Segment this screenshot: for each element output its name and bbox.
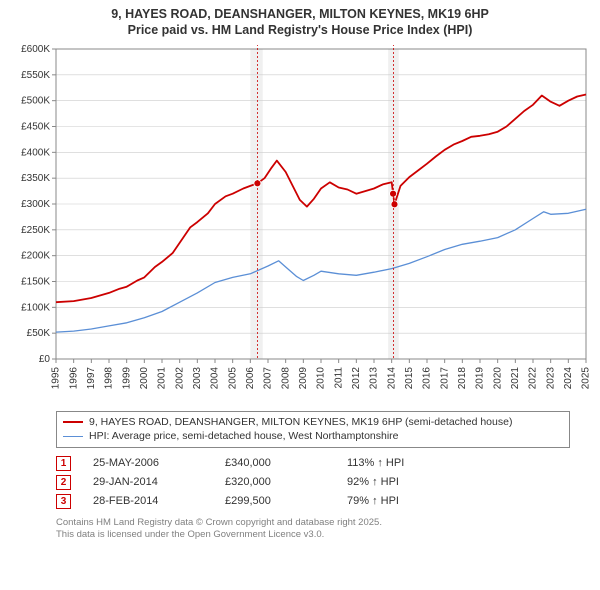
svg-text:£50K: £50K — [27, 328, 51, 339]
svg-text:£0: £0 — [39, 354, 51, 365]
svg-text:2018: 2018 — [457, 366, 468, 389]
svg-text:1999: 1999 — [121, 366, 132, 389]
chart-title: 9, HAYES ROAD, DEANSHANGER, MILTON KEYNE… — [8, 6, 592, 39]
svg-text:2004: 2004 — [210, 366, 221, 389]
svg-text:2014: 2014 — [386, 366, 397, 389]
svg-text:2007: 2007 — [263, 366, 274, 389]
footer-line-2: This data is licensed under the Open Gov… — [56, 529, 592, 541]
sale-point-row: 2 29-JAN-2014 £320,000 92% ↑ HPI — [56, 473, 556, 492]
legend-item: HPI: Average price, semi-detached house,… — [63, 429, 563, 444]
title-line-2: Price paid vs. HM Land Registry's House … — [8, 22, 592, 38]
svg-text:2008: 2008 — [280, 366, 291, 389]
svg-text:2009: 2009 — [298, 366, 309, 389]
legend-swatch — [63, 436, 83, 437]
svg-text:2019: 2019 — [475, 366, 486, 389]
chart-legend: 9, HAYES ROAD, DEANSHANGER, MILTON KEYNE… — [56, 411, 570, 448]
svg-text:2016: 2016 — [422, 366, 433, 389]
svg-text:2002: 2002 — [174, 366, 185, 389]
sale-point-marker: 3 — [56, 494, 71, 509]
sale-point-price: £320,000 — [225, 476, 325, 488]
svg-text:2001: 2001 — [157, 366, 168, 389]
sale-point-date: 25-MAY-2006 — [93, 457, 203, 469]
svg-text:2012: 2012 — [351, 366, 362, 389]
sale-point-row: 3 28-FEB-2014 £299,500 79% ↑ HPI — [56, 492, 556, 511]
svg-text:2013: 2013 — [369, 366, 380, 389]
svg-text:1998: 1998 — [104, 366, 115, 389]
svg-text:£400K: £400K — [21, 147, 50, 158]
legend-label: 9, HAYES ROAD, DEANSHANGER, MILTON KEYNE… — [89, 415, 512, 430]
svg-text:£100K: £100K — [21, 302, 50, 313]
sale-point-price: £340,000 — [225, 457, 325, 469]
sale-point-date: 28-FEB-2014 — [93, 495, 203, 507]
sale-point-hpi: 92% ↑ HPI — [347, 476, 556, 488]
footer-line-1: Contains HM Land Registry data © Crown c… — [56, 517, 592, 529]
svg-text:£350K: £350K — [21, 173, 50, 184]
sale-point-row: 1 25-MAY-2006 £340,000 113% ↑ HPI — [56, 454, 556, 473]
svg-text:2020: 2020 — [492, 366, 503, 389]
svg-text:£300K: £300K — [21, 199, 50, 210]
svg-text:2003: 2003 — [192, 366, 203, 389]
sale-points-table: 1 25-MAY-2006 £340,000 113% ↑ HPI 2 29-JAN-20… — [56, 454, 556, 511]
sale-point-marker: 2 — [56, 475, 71, 490]
svg-text:2017: 2017 — [439, 366, 450, 389]
svg-text:£600K: £600K — [21, 45, 50, 55]
sale-point-marker: 1 — [56, 456, 71, 471]
svg-text:£150K: £150K — [21, 276, 50, 287]
chart-svg: £0 £50K £100K £150K £200K £250K £300K £350K £400… — [8, 45, 592, 405]
legend-item: 9, HAYES ROAD, DEANSHANGER, MILTON KEYNE… — [63, 415, 563, 430]
sale-point-date: 29-JAN-2014 — [93, 476, 203, 488]
title-line-1: 9, HAYES ROAD, DEANSHANGER, MILTON KEYNE… — [8, 6, 592, 22]
sale-point-hpi: 79% ↑ HPI — [347, 495, 556, 507]
svg-text:2010: 2010 — [316, 366, 327, 389]
svg-text:£550K: £550K — [21, 69, 50, 80]
svg-text:£200K: £200K — [21, 250, 50, 261]
svg-text:2006: 2006 — [245, 366, 256, 389]
svg-text:2022: 2022 — [528, 366, 539, 389]
legend-label: HPI: Average price, semi-detached house,… — [89, 429, 399, 444]
svg-text:2021: 2021 — [510, 366, 521, 389]
svg-text:2024: 2024 — [563, 366, 574, 389]
svg-text:2023: 2023 — [545, 366, 556, 389]
svg-text:£500K: £500K — [21, 95, 50, 106]
footer-attribution: Contains HM Land Registry data © Crown c… — [56, 517, 592, 542]
svg-text:2015: 2015 — [404, 366, 415, 389]
legend-swatch — [63, 421, 83, 423]
svg-text:2005: 2005 — [227, 366, 238, 389]
svg-text:2000: 2000 — [139, 366, 150, 389]
svg-text:2011: 2011 — [333, 366, 344, 388]
svg-text:£450K: £450K — [21, 121, 50, 132]
price-chart: £0 £50K £100K £150K £200K £250K £300K £350K £400… — [8, 45, 592, 405]
svg-text:1995: 1995 — [51, 366, 62, 389]
sale-point-price: £299,500 — [225, 495, 325, 507]
sale-point-hpi: 113% ↑ HPI — [347, 457, 556, 469]
svg-text:1997: 1997 — [86, 366, 97, 389]
svg-text:2025: 2025 — [581, 366, 592, 389]
svg-text:£250K: £250K — [21, 224, 50, 235]
svg-text:1996: 1996 — [68, 366, 79, 389]
